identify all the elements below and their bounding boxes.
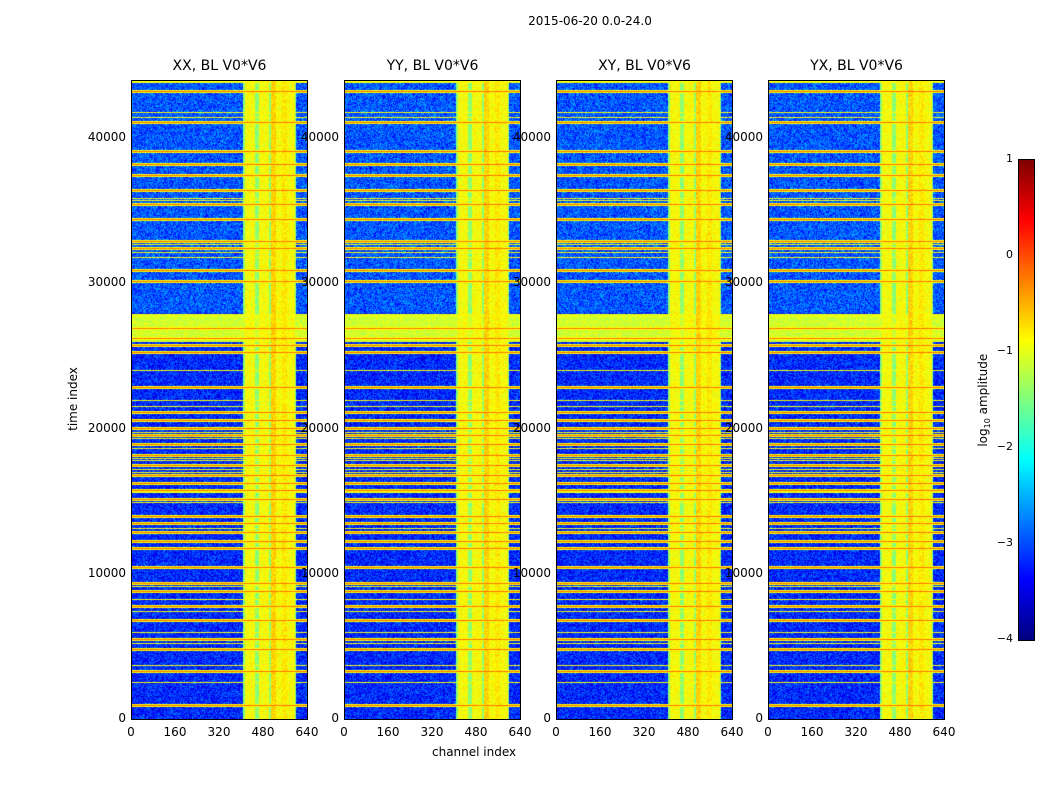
x-tick-label: 320 [632,725,656,739]
y-tick-label: 40000 [87,130,126,145]
colorbar [1018,159,1035,641]
x-tick-label: 640 [932,725,956,739]
y-tick-label: 0 [331,711,339,725]
waterfall-image [769,81,944,719]
colorbar-label-log: log [975,428,990,447]
colorbar-label: log10 amplitude [976,350,992,450]
y-tick-label: 10000 [724,565,763,580]
colorbar-tick-label: 1 [1006,152,1013,165]
y-tick-label: 20000 [87,420,126,435]
colorbar-label-sub: 10 [983,418,993,429]
y-tick-label: 10000 [300,565,339,580]
x-tick-label: 0 [764,725,772,739]
x-tick-label: 480 [464,725,488,739]
x-tick-label: 0 [552,725,560,739]
y-tick-label: 20000 [724,420,763,435]
x-tick-label: 640 [508,725,532,739]
waterfall-panel-1 [344,80,521,720]
y-tick-label: 0 [118,711,126,725]
x-tick-label: 320 [207,725,231,739]
x-tick-label: 480 [676,725,700,739]
y-tick-label: 30000 [512,275,551,290]
x-tick-label: 160 [376,725,400,739]
y-tick-label: 0 [755,711,763,725]
waterfall-panel-3 [768,80,945,720]
panel-title: XX, BL V0*V6 [172,58,267,74]
y-tick-label: 30000 [724,275,763,290]
x-tick-label: 480 [251,725,275,739]
y-tick-label: 10000 [87,565,126,580]
panel-title: XY, BL V0*V6 [598,58,691,74]
colorbar-tick-label: −3 [996,536,1013,549]
y-tick-label: 20000 [300,420,339,435]
waterfall-image [557,81,732,719]
waterfall-image [345,81,520,719]
x-axis-label: channel index [432,745,517,759]
y-tick-label: 40000 [300,130,339,145]
y-tick-label: 30000 [87,275,126,290]
x-tick-label: 0 [340,725,348,739]
figure-title: 2015-06-20 0.0-24.0 [528,14,652,28]
x-tick-label: 320 [844,725,868,739]
panel-title: YY, BL V0*V6 [386,58,479,74]
x-tick-label: 320 [420,725,444,739]
colorbar-tick-label: −4 [996,632,1013,645]
waterfall-image [132,81,307,719]
colorbar-tick-label: −1 [996,344,1013,357]
waterfall-panel-0 [131,80,308,720]
x-tick-label: 160 [588,725,612,739]
colorbar-label-text: amplitude [975,353,990,419]
colorbar-tick-label: −2 [996,440,1013,453]
y-tick-label: 40000 [724,130,763,145]
colorbar-tick-label: 0 [1006,248,1013,261]
colorbar-gradient [1019,160,1034,640]
x-tick-label: 640 [295,725,319,739]
x-tick-label: 0 [127,725,135,739]
x-tick-label: 640 [720,725,744,739]
y-tick-label: 40000 [512,130,551,145]
x-tick-label: 160 [800,725,824,739]
panel-title: YX, BL V0*V6 [810,58,903,74]
y-tick-label: 30000 [300,275,339,290]
y-tick-label: 20000 [512,420,551,435]
y-tick-label: 0 [543,711,551,725]
x-tick-label: 480 [888,725,912,739]
x-tick-label: 160 [163,725,187,739]
y-tick-label: 10000 [512,565,551,580]
waterfall-panel-2 [556,80,733,720]
